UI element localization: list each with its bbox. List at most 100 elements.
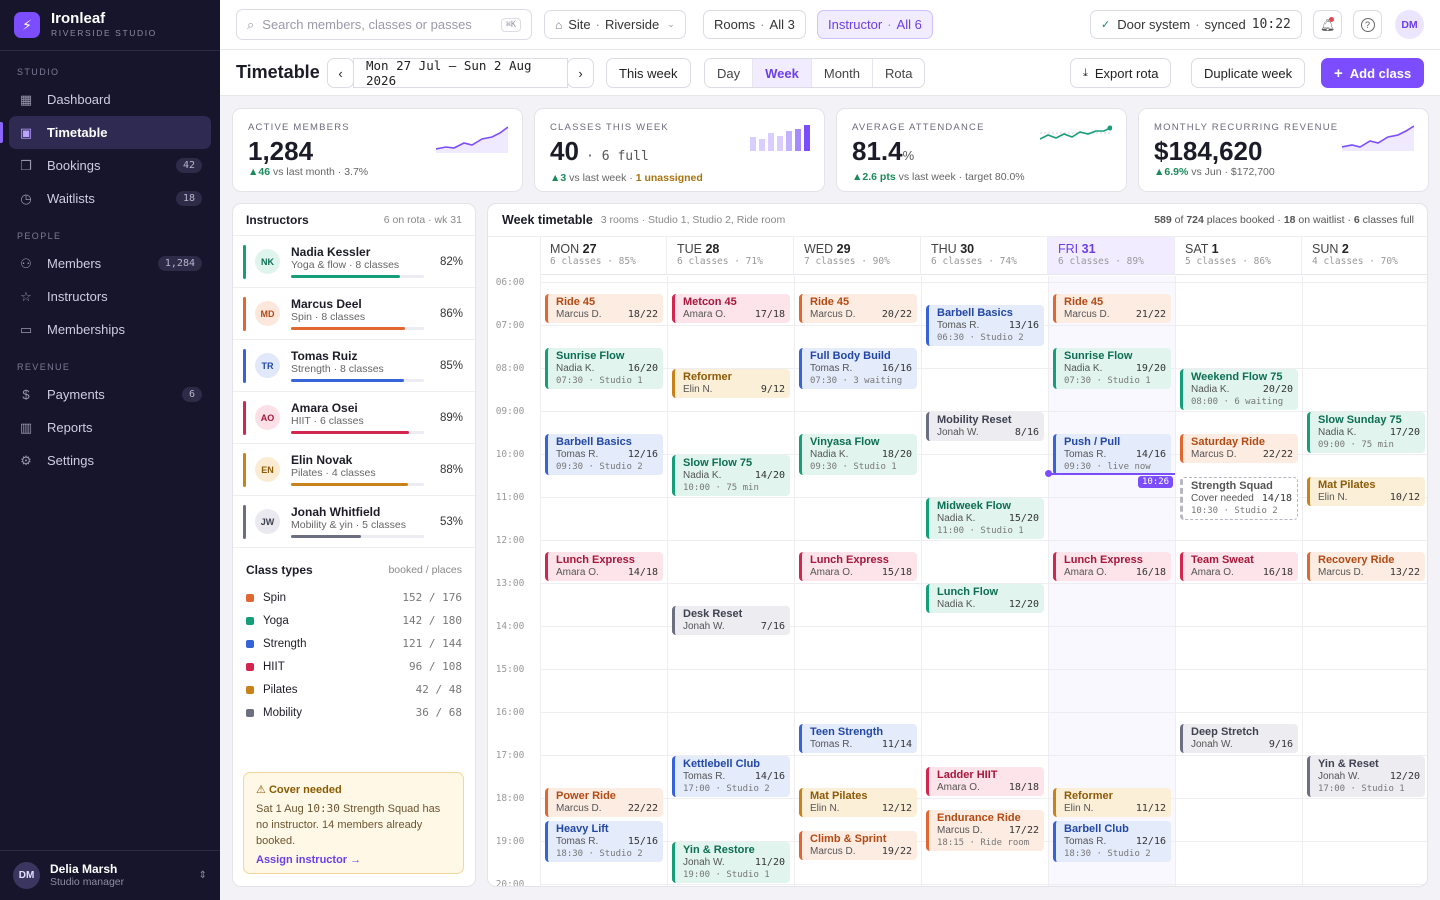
instructor-row[interactable]: EN Elin Novak Pilates · 4 classes 88%	[233, 444, 475, 496]
class-instructor: Tomas R.	[937, 319, 980, 331]
help-button[interactable]: ?	[1353, 10, 1382, 39]
class-event[interactable]: Power Ride Marcus D. 22/22	[545, 788, 663, 818]
class-event[interactable]: Slow Sunday 75 Nadia K. 17/20 09:00 · 75 mi…	[1307, 412, 1425, 453]
day-header-fri[interactable]: FRI 31 6 classes · 89%	[1048, 237, 1175, 275]
class-event[interactable]: Teen Strength Tomas R. 11/14	[799, 723, 917, 753]
class-event[interactable]: Vinyasa Flow Nadia K. 18/20 09:30 · Studio …	[799, 433, 917, 475]
class-event[interactable]: Ladder HIIT Amara O. 18/18	[926, 766, 1044, 796]
day-header-wed[interactable]: WED 29 7 classes · 90%	[794, 237, 921, 275]
this-week-button[interactable]: This week	[606, 58, 691, 88]
class-type-row[interactable]: Mobility 36 / 68	[233, 701, 475, 724]
prev-week-button[interactable]: ‹	[327, 58, 354, 88]
kpi-attendance[interactable]: AVERAGE ATTENDANCE 81.4% ▲2.6 pts vs las…	[836, 108, 1127, 192]
kpi-active-members[interactable]: ACTIVE MEMBERS 1,284 ▲46 vs last month ·…	[232, 108, 523, 192]
sidebar-item-reports[interactable]: ▥ Reports	[9, 411, 211, 444]
sidebar-item-payments[interactable]: $ Payments 6	[9, 378, 211, 411]
user-avatar-top[interactable]: DM	[1395, 10, 1424, 39]
class-event[interactable]: Lunch Flow Nadia K. 12/20	[926, 584, 1044, 613]
kpi-mrr[interactable]: MONTHLY RECURRING REVENUE $184,620 ▲6.9%…	[1138, 108, 1429, 192]
class-event[interactable]: Endurance Ride Marcus D. 17/22 18:15 · Ride…	[926, 809, 1044, 851]
class-type-row[interactable]: Strength 121 / 144	[233, 632, 475, 655]
class-event[interactable]: Barbell Basics Tomas R. 13/16 06:30 · Studi…	[926, 304, 1044, 346]
class-event[interactable]: Lunch Express Amara O. 15/18	[799, 551, 917, 581]
instructor-row[interactable]: NK Nadia Kessler Yoga & flow · 8 classes 82…	[233, 236, 475, 288]
class-event[interactable]: Full Body Build Tomas R. 16/16 07:30 · 3 wa…	[799, 347, 917, 389]
class-event[interactable]: Slow Flow 75 Nadia K. 14/20 10:00 · 75 min	[672, 455, 790, 496]
class-type-row[interactable]: Yoga 142 / 180	[233, 609, 475, 632]
notifications-button[interactable]: 🔔︎	[1313, 10, 1342, 39]
class-name: Reformer	[683, 371, 732, 383]
class-event[interactable]: Reformer Elin N. 11/12	[1053, 788, 1171, 818]
class-event[interactable]: Mat Pilates Elin N. 10/12	[1307, 476, 1425, 506]
class-event[interactable]: Lunch Express Amara O. 14/18	[545, 551, 663, 581]
class-event[interactable]: Barbell Club Tomas R. 12/16 18:30 · Studio …	[1053, 820, 1171, 862]
rooms-filter[interactable]: Rooms · All 3	[703, 10, 806, 39]
sidebar-item-instructors[interactable]: ☆ Instructors	[9, 280, 211, 313]
class-event[interactable]: Saturday Ride Marcus D. 22/22	[1180, 433, 1298, 463]
class-event[interactable]: Desk Reset Jonah W. 7/16	[672, 605, 790, 635]
instructor-row[interactable]: AO Amara Osei HIIT · 6 classes 89%	[233, 392, 475, 444]
class-event[interactable]: Team Sweat Amara O. 16/18	[1180, 551, 1298, 581]
class-type-row[interactable]: Pilates 42 / 48	[233, 678, 475, 701]
view-tab-month[interactable]: Month	[812, 59, 873, 87]
class-event[interactable]: Yin & Reset Jonah W. 12/20 17:00 · Studio 1	[1307, 756, 1425, 797]
class-event[interactable]: Climb & Sprint Marcus D. 19/22	[799, 831, 917, 861]
class-event[interactable]: Lunch Express Amara O. 16/18	[1053, 551, 1171, 581]
class-event[interactable]: Ride 45 Marcus D. 18/22	[545, 293, 663, 323]
sidebar-item-settings[interactable]: ⚙ Settings	[9, 444, 211, 477]
class-event[interactable]: Kettlebell Club Tomas R. 14/16 17:00 · Stud…	[672, 756, 790, 797]
class-event[interactable]: Heavy Lift Tomas R. 15/16 18:30 · Studio 2	[545, 820, 663, 862]
class-event[interactable]: Ride 45 Marcus D. 21/22	[1053, 293, 1171, 323]
search-box[interactable]: ⌕ ⌘K	[236, 9, 532, 40]
user-menu[interactable]: DM Delia Marsh Studio manager ⇕	[0, 850, 220, 900]
class-event[interactable]: Ride 45 Marcus D. 20/22	[799, 293, 917, 323]
class-type-row[interactable]: Spin 152 / 176	[233, 586, 475, 609]
door-system-status[interactable]: ✓ Door system · synced 10:22	[1090, 10, 1302, 39]
next-week-button[interactable]: ›	[567, 58, 594, 88]
sidebar-item-label: Members	[47, 256, 102, 271]
class-event[interactable]: Deep Stretch Jonah W. 9/16	[1180, 723, 1298, 753]
class-event[interactable]: Sunrise Flow Nadia K. 19/20 07:30 · Studio …	[1053, 347, 1171, 389]
search-input[interactable]	[262, 17, 501, 32]
sidebar-item-timetable[interactable]: ▣ Timetable	[0, 116, 211, 149]
day-header-tue[interactable]: TUE 28 6 classes · 71%	[667, 237, 794, 275]
class-event[interactable]: Push / Pull Tomas R. 14/16 09:30 · live now	[1053, 433, 1171, 475]
sidebar-item-memberships[interactable]: ▭ Memberships	[9, 313, 211, 346]
instructor-row[interactable]: TR Tomas Ruiz Strength · 8 classes 85%	[233, 340, 475, 392]
class-event[interactable]: Reformer Elin N. 9/12	[672, 369, 790, 398]
day-header-mon[interactable]: MON 27 6 classes · 85%	[540, 237, 667, 275]
day-header-thu[interactable]: THU 30 6 classes · 74%	[921, 237, 1048, 275]
instructor-filter[interactable]: Instructor · All 6	[817, 10, 933, 39]
class-event[interactable]: Recovery Ride Marcus D. 13/22	[1307, 551, 1425, 581]
site-select[interactable]: ⌂ Site · Riverside ⌄	[544, 10, 686, 39]
sidebar-item-dashboard[interactable]: ▦ Dashboard	[9, 83, 211, 116]
export-rota-button[interactable]: ⤓ Export rota	[1070, 58, 1172, 88]
class-event[interactable]: Sunrise Flow Nadia K. 16/20 07:30 · Studio …	[545, 347, 663, 389]
kpi-classes-week[interactable]: CLASSES THIS WEEK 40 · 6 full ▲3 vs last…	[534, 108, 825, 192]
view-tab-week[interactable]: Week	[753, 59, 812, 87]
brand[interactable]: ⚡ Ironleaf RIVERSIDE STUDIO	[0, 0, 220, 51]
class-event[interactable]: Barbell Basics Tomas R. 12/16 09:30 · Studi…	[545, 433, 663, 475]
class-event[interactable]: Midweek Flow Nadia K. 15/20 11:00 · Studio …	[926, 498, 1044, 539]
sidebar-item-waitlists[interactable]: ◷ Waitlists 18	[9, 182, 211, 215]
class-event[interactable]: Mobility Reset Jonah W. 8/16	[926, 412, 1044, 441]
class-event[interactable]: Metcon 45 Amara O. 17/18	[672, 293, 790, 323]
class-event[interactable]: Yin & Restore Jonah W. 11/20 19:00 · Studio…	[672, 842, 790, 883]
date-range[interactable]: Mon 27 Jul – Sun 2 Aug 2026	[353, 58, 568, 88]
class-event[interactable]: Weekend Flow 75 Nadia K. 20/20 08:00 · 6 wa…	[1180, 369, 1298, 410]
assign-instructor-link[interactable]: Assign instructor →	[256, 854, 362, 866]
class-event[interactable]: Mat Pilates Elin N. 12/12	[799, 788, 917, 818]
instructor-row[interactable]: JW Jonah Whitfield Mobility & yin · 5 clas…	[233, 496, 475, 548]
sidebar-item-bookings[interactable]: ❒ Bookings 42	[9, 149, 211, 182]
add-class-button[interactable]: + Add class	[1321, 58, 1425, 88]
duplicate-week-button[interactable]: Duplicate week	[1191, 58, 1306, 88]
class-type-row[interactable]: HIIT 96 / 108	[233, 655, 475, 678]
instructor-row[interactable]: MD Marcus Deel Spin · 8 classes 86%	[233, 288, 475, 340]
view-tab-rota[interactable]: Rota	[885, 65, 913, 81]
view-tab-day[interactable]: Day	[705, 59, 754, 87]
utilisation-bar	[291, 483, 424, 486]
class-event[interactable]: Strength Squad Cover needed 14/18 10:30 · S…	[1180, 476, 1298, 520]
sidebar-item-members[interactable]: ⚇ Members 1,284	[9, 247, 211, 280]
